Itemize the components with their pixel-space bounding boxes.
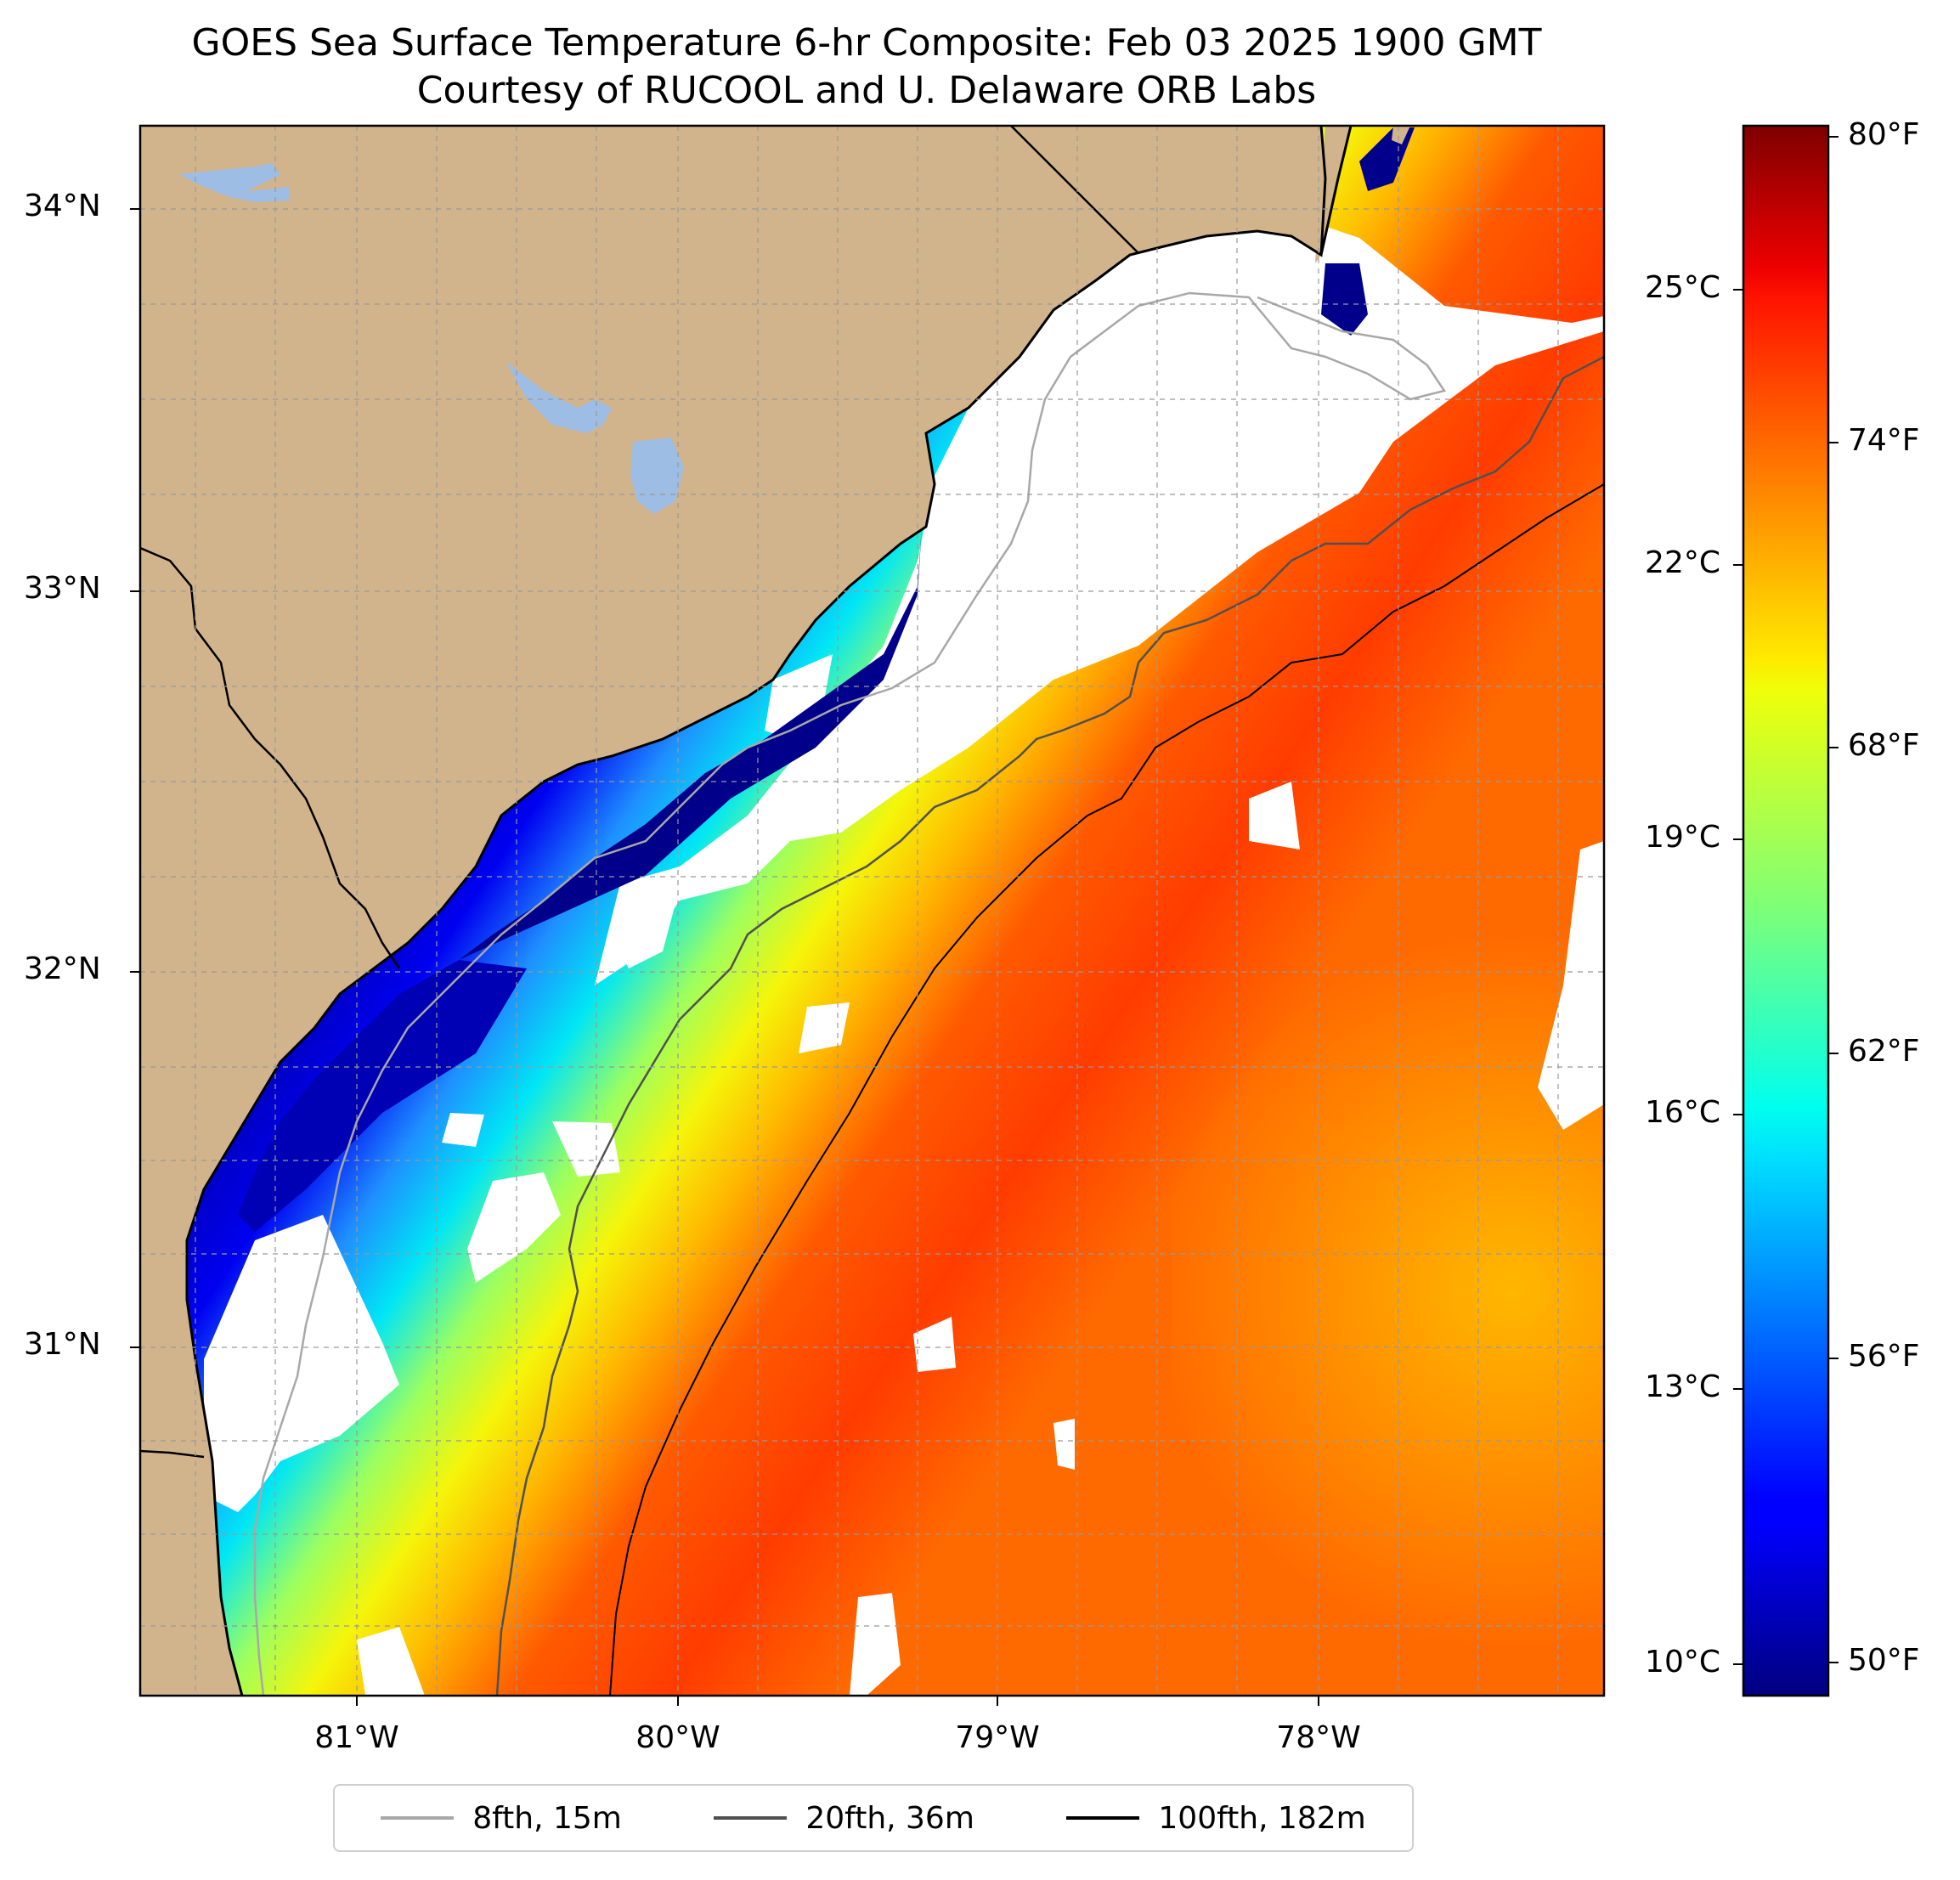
isobath-100fth: [609, 483, 1604, 1696]
colorbar-label-25c: 25°C: [1645, 270, 1720, 305]
isobath-20fth: [495, 355, 1604, 1696]
cloud-mid-4: [552, 1121, 620, 1177]
border-nc-sc: [1010, 126, 1139, 254]
lon-label-79: 79°W: [955, 1720, 1040, 1755]
cloud-mid-2: [799, 1002, 850, 1053]
isobath-legend: 8fth, 15m 20fth, 36m 100fth, 182m: [333, 1784, 1414, 1852]
cold-patch-northeast: [1321, 263, 1368, 336]
legend-line-8fth: [381, 1816, 455, 1820]
coastline-outer-banks: [1319, 126, 1353, 256]
colorbar-label-50f: 50°F: [1848, 1643, 1920, 1678]
cloud-south-2: [1053, 1419, 1075, 1470]
colorbar-label-13c: 13°C: [1645, 1369, 1720, 1404]
colorbar-label-62f: 62°F: [1848, 1034, 1920, 1069]
lat-label-34: 34°N: [24, 189, 101, 223]
coastline-main: [185, 126, 1327, 1696]
colorbar-label-56f: 56°F: [1848, 1339, 1920, 1374]
border-ga-fl: [140, 1449, 205, 1459]
colorbar-label-22c: 22°C: [1645, 545, 1720, 580]
cloud-east-edge: [1538, 841, 1604, 1130]
cloud-mid-5: [467, 1172, 561, 1283]
no-data-regions: [204, 187, 1604, 1696]
colorbar-label-80f: 80°F: [1848, 117, 1920, 152]
legend-line-100fth: [1066, 1816, 1140, 1820]
cloud-south-3: [850, 1593, 901, 1696]
colorbar-ticks: [1733, 136, 1839, 1665]
isobaths: [253, 291, 1604, 1696]
legend-label-100fth: 100fth, 182m: [1158, 1800, 1366, 1836]
map-frame: [138, 124, 1606, 1697]
border-sc-ga: [140, 546, 401, 969]
colorbar-label-74f: 74°F: [1848, 423, 1920, 458]
colorbar-label-10c: 10°C: [1645, 1645, 1720, 1680]
isobath-8fth: [253, 291, 1447, 1696]
graticule: [140, 126, 1604, 1696]
colorbar-gradient: [1742, 124, 1830, 1697]
legend-label-20fth: 20fth, 36m: [805, 1800, 974, 1836]
coastline: [185, 126, 1353, 1696]
lon-label-80: 80°W: [635, 1720, 720, 1755]
cold-band-south: [238, 960, 527, 1232]
lon-label-81: 81°W: [314, 1720, 399, 1755]
lat-label-32: 32°N: [24, 951, 101, 986]
legend-item-100fth: 100fth, 182m: [1066, 1800, 1366, 1836]
legend-item-8fth: 8fth, 15m: [381, 1801, 622, 1836]
lat-label-31: 31°N: [24, 1327, 101, 1362]
lon-label-78: 78°W: [1276, 1720, 1361, 1755]
legend-item-20fth: 20fth, 36m: [714, 1801, 974, 1836]
state-borders: [140, 126, 1139, 1459]
cloud-mid-3: [442, 1113, 484, 1147]
cloud-southwest-2: [357, 1627, 425, 1696]
lake-marion: [506, 361, 612, 433]
axis-ticks: [130, 208, 1319, 1706]
legend-label-8fth: 8fth, 15m: [472, 1800, 622, 1836]
offshore-warm-patch: [1172, 934, 1604, 1696]
colorbar-label-19c: 19°C: [1645, 820, 1720, 855]
colorbar-label-16c: 16°C: [1645, 1095, 1720, 1130]
cloud-mid-6: [1249, 782, 1300, 850]
lake-mattamuskeet: [178, 163, 289, 202]
cloud-south-1: [913, 1317, 956, 1372]
cloud-mid-1: [612, 888, 680, 968]
colorbar-label-68f: 68°F: [1848, 728, 1920, 763]
cloud-southwest: [204, 1215, 399, 1512]
land-northeast-cape: [1392, 126, 1410, 144]
cloud-northeast: [595, 187, 1604, 985]
chart-subtitle: Courtesy of RUCOOL and U. Delaware ORB L…: [416, 69, 1317, 112]
legend-line-20fth: [714, 1816, 788, 1820]
lat-label-33: 33°N: [24, 571, 101, 606]
chart-title: GOES Sea Surface Temperature 6-hr Compos…: [191, 21, 1542, 65]
